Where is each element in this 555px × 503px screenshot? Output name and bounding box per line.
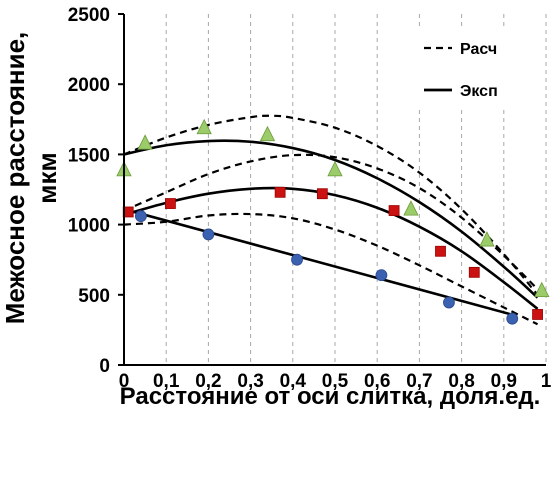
x-tick-label: 0,3 — [237, 371, 263, 392]
triangle-marker — [259, 125, 276, 142]
triangle-marker — [479, 231, 495, 247]
x-tick-label: 0,1 — [153, 371, 180, 392]
square-marker — [435, 245, 446, 257]
triangle-marker — [534, 281, 550, 297]
x-axis-title: Расстояние от оси слитка, доля.ед. — [120, 383, 541, 410]
circle-marker — [506, 312, 519, 325]
calculated-curve-4 — [123, 153, 539, 290]
fitted-lines — [123, 114, 539, 326]
markers — [116, 118, 550, 325]
x-tick-label: 0 — [119, 371, 130, 392]
y-tick-label: 0 — [99, 356, 110, 377]
legend-background — [408, 28, 534, 108]
circle-marker — [291, 253, 303, 266]
square-marker — [165, 198, 176, 209]
triangle-marker — [327, 160, 343, 177]
circle-marker — [202, 228, 215, 241]
square-marker — [532, 309, 543, 320]
x-tick-label: 0,9 — [491, 371, 517, 392]
y-axis-title-line2: мкм — [32, 152, 62, 203]
y-axis-title: Межосное расстояние, мкм — [0, 32, 62, 325]
y-tick-label: 1000 — [68, 216, 110, 237]
legend-label-exp: Эксп — [460, 83, 498, 100]
triangle-marker — [403, 200, 419, 216]
square-marker — [468, 266, 480, 278]
y-tick-label: 1500 — [68, 145, 110, 166]
legend: Расч Эксп — [408, 28, 534, 108]
legend-label-calc: Расч — [460, 41, 497, 58]
y-tick-label: 2500 — [68, 5, 110, 26]
circle-marker — [443, 296, 455, 309]
x-tick-label: 0,6 — [364, 371, 390, 392]
x-tick-label: 1 — [541, 371, 552, 392]
square-marker — [316, 188, 328, 200]
triangle-marker — [137, 134, 153, 150]
y-tick-label: 500 — [78, 286, 110, 307]
square-marker — [274, 186, 286, 198]
circle-marker — [134, 210, 147, 223]
x-tick-label: 0,7 — [406, 371, 432, 392]
x-tick-label: 0,5 — [322, 371, 349, 392]
x-tick-label: 0,4 — [280, 371, 307, 392]
square-marker — [388, 205, 400, 216]
calculated-curve-5 — [123, 212, 539, 326]
triangle-marker — [196, 118, 212, 135]
experimental-curve-0 — [123, 139, 539, 299]
experimental-curve-1 — [123, 186, 539, 310]
x-tick-label: 0,8 — [448, 371, 474, 392]
axes — [118, 13, 546, 366]
y-tick-label: 2000 — [68, 75, 110, 96]
circle-marker — [375, 269, 388, 282]
x-tick-label: 0,2 — [195, 371, 221, 392]
y-axis-title-line1: Межосное расстояние, — [0, 32, 30, 325]
tick-labels: 0 500 1000 1500 2000 2500 0 0,1 0,2 0,3 0,4 0,5 0,6 0… — [68, 5, 552, 392]
